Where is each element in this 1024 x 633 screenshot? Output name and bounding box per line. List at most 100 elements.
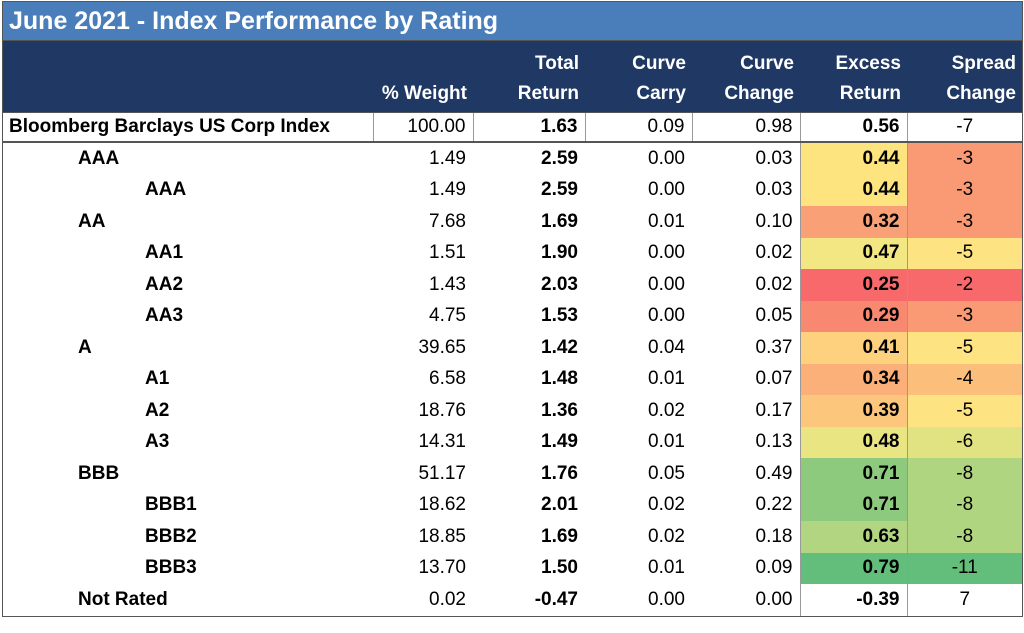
value-cell: 1.43 <box>429 273 466 295</box>
value-cell: 0.13 <box>755 431 793 453</box>
table-row: AA 7.68 1.69 0.01 0.10 0.32 -3 <box>3 206 1022 238</box>
header-cell: Curve Carry <box>585 41 692 113</box>
table-row: AAA 1.49 2.59 0.00 0.03 0.44 -3 <box>3 142 1022 175</box>
value-cell: 0.00 <box>648 242 685 264</box>
value-cell: -8 <box>906 489 1022 521</box>
value-cell: 1.69 <box>541 210 578 232</box>
value-cell: 1.53 <box>541 305 578 327</box>
value-cell: 2.59 <box>541 147 578 169</box>
header-text: Excess <box>835 53 901 74</box>
value-cell: 0.03 <box>755 179 793 201</box>
row-label: BBB2 <box>145 525 197 547</box>
header-cell <box>3 41 373 113</box>
table-row: BBB1 18.62 2.01 0.02 0.22 0.71 -8 <box>3 489 1022 521</box>
value-cell: 14.31 <box>418 431 466 453</box>
table-row: AAA 1.49 2.59 0.00 0.03 0.44 -3 <box>3 174 1022 206</box>
value-cell: 1.36 <box>541 399 578 421</box>
title: June 2021 - Index Performance by Rating <box>3 2 1022 41</box>
value-cell: -3 <box>906 142 1022 175</box>
value-cell: -5 <box>906 237 1022 269</box>
header-row: % Weight Total Return Curve Carry Curve Change… <box>3 41 1022 113</box>
value-cell: 0.47 <box>799 237 907 269</box>
value-cell: 0.09 <box>584 112 692 143</box>
value-cell: 100.00 <box>372 112 473 143</box>
table-row: AA3 4.75 1.53 0.00 0.05 0.29 -3 <box>3 300 1022 332</box>
value-cell: 13.70 <box>418 557 466 579</box>
value-cell: -4 <box>906 363 1022 395</box>
value-cell: 1.49 <box>429 179 466 201</box>
value-cell: 0.79 <box>799 552 907 584</box>
value-cell: 18.62 <box>418 494 466 516</box>
table-row: Bloomberg Barclays US Corp Index 100.00 1.… <box>3 112 1022 143</box>
value-cell: 0.00 <box>648 305 685 327</box>
value-cell: 1.49 <box>541 431 578 453</box>
table-row: BBB 51.17 1.76 0.05 0.49 0.71 -8 <box>3 458 1022 490</box>
value-cell: 1.48 <box>541 368 578 390</box>
header-text: Return <box>839 83 901 104</box>
row-label: BBB1 <box>145 494 197 516</box>
value-cell: 1.63 <box>472 112 585 143</box>
row-label: AAA <box>78 147 120 169</box>
value-cell: 0.37 <box>755 336 793 358</box>
value-cell: 51.17 <box>418 462 466 484</box>
row-label: AAA <box>145 179 187 201</box>
header-cell: Curve Change <box>692 41 800 113</box>
row-label: BBB3 <box>145 557 197 579</box>
value-cell: 0.09 <box>755 557 793 579</box>
value-cell: -5 <box>906 395 1022 427</box>
row-label: Bloomberg Barclays US Corp Index <box>3 112 373 143</box>
value-cell: -7 <box>906 112 1022 143</box>
row-label: BBB <box>78 462 120 484</box>
value-cell: 0.05 <box>755 305 793 327</box>
value-cell: 0.98 <box>691 112 800 143</box>
value-cell: 0.44 <box>799 142 907 175</box>
value-cell: 0.71 <box>799 489 907 521</box>
value-cell: -5 <box>906 332 1022 364</box>
value-cell: 0.44 <box>799 174 907 206</box>
value-cell: 0.00 <box>648 273 685 295</box>
value-cell: 0.02 <box>755 273 793 295</box>
value-cell: 0.00 <box>648 179 685 201</box>
value-cell: 39.65 <box>418 336 466 358</box>
table-row: A 39.65 1.42 0.04 0.37 0.41 -5 <box>3 332 1022 364</box>
header-text: Change <box>946 83 1016 104</box>
value-cell: 0.01 <box>648 368 685 390</box>
table-row: AA2 1.43 2.03 0.00 0.02 0.25 -2 <box>3 269 1022 301</box>
performance-table: % Weight Total Return Curve Carry Curve Change… <box>3 41 1022 616</box>
header-text: Carry <box>636 83 686 104</box>
table-page: June 2021 - Index Performance by Rating … <box>2 1 1023 617</box>
value-cell: 0.71 <box>799 458 907 490</box>
value-cell: 0.02 <box>429 588 466 610</box>
value-cell: 0.39 <box>799 395 907 427</box>
value-cell: 0.01 <box>648 210 685 232</box>
header-text: Change <box>724 83 794 104</box>
table-row: AA1 1.51 1.90 0.00 0.02 0.47 -5 <box>3 237 1022 269</box>
value-cell: 1.76 <box>541 462 578 484</box>
value-cell: 0.22 <box>755 494 793 516</box>
value-cell: 0.07 <box>755 368 793 390</box>
value-cell: 0.01 <box>648 431 685 453</box>
value-cell: -6 <box>906 426 1022 458</box>
value-cell: 1.90 <box>541 242 578 264</box>
header-text: Spread <box>951 53 1016 74</box>
value-cell: -11 <box>906 552 1022 584</box>
header-cell: Total Return <box>473 41 585 113</box>
value-cell: -2 <box>906 269 1022 301</box>
value-cell: 0.10 <box>755 210 793 232</box>
value-cell: 0.02 <box>648 525 685 547</box>
table-row: A2 18.76 1.36 0.02 0.17 0.39 -5 <box>3 395 1022 427</box>
value-cell: 0.48 <box>799 426 907 458</box>
value-cell: 0.29 <box>799 300 907 332</box>
value-cell: 0.34 <box>799 363 907 395</box>
value-cell: 0.04 <box>648 336 685 358</box>
table-row: BBB2 18.85 1.69 0.02 0.18 0.63 -8 <box>3 521 1022 553</box>
value-cell: 0.49 <box>755 462 793 484</box>
value-cell: 2.59 <box>541 179 578 201</box>
row-label: AA3 <box>145 305 184 327</box>
table-body: Bloomberg Barclays US Corp Index 100.00 1.… <box>3 112 1022 616</box>
row-label: A <box>78 336 92 358</box>
header-text: % Weight <box>381 83 467 104</box>
value-cell: 0.18 <box>755 525 793 547</box>
table-row: A1 6.58 1.48 0.01 0.07 0.34 -4 <box>3 363 1022 395</box>
value-cell: 0.02 <box>648 399 685 421</box>
